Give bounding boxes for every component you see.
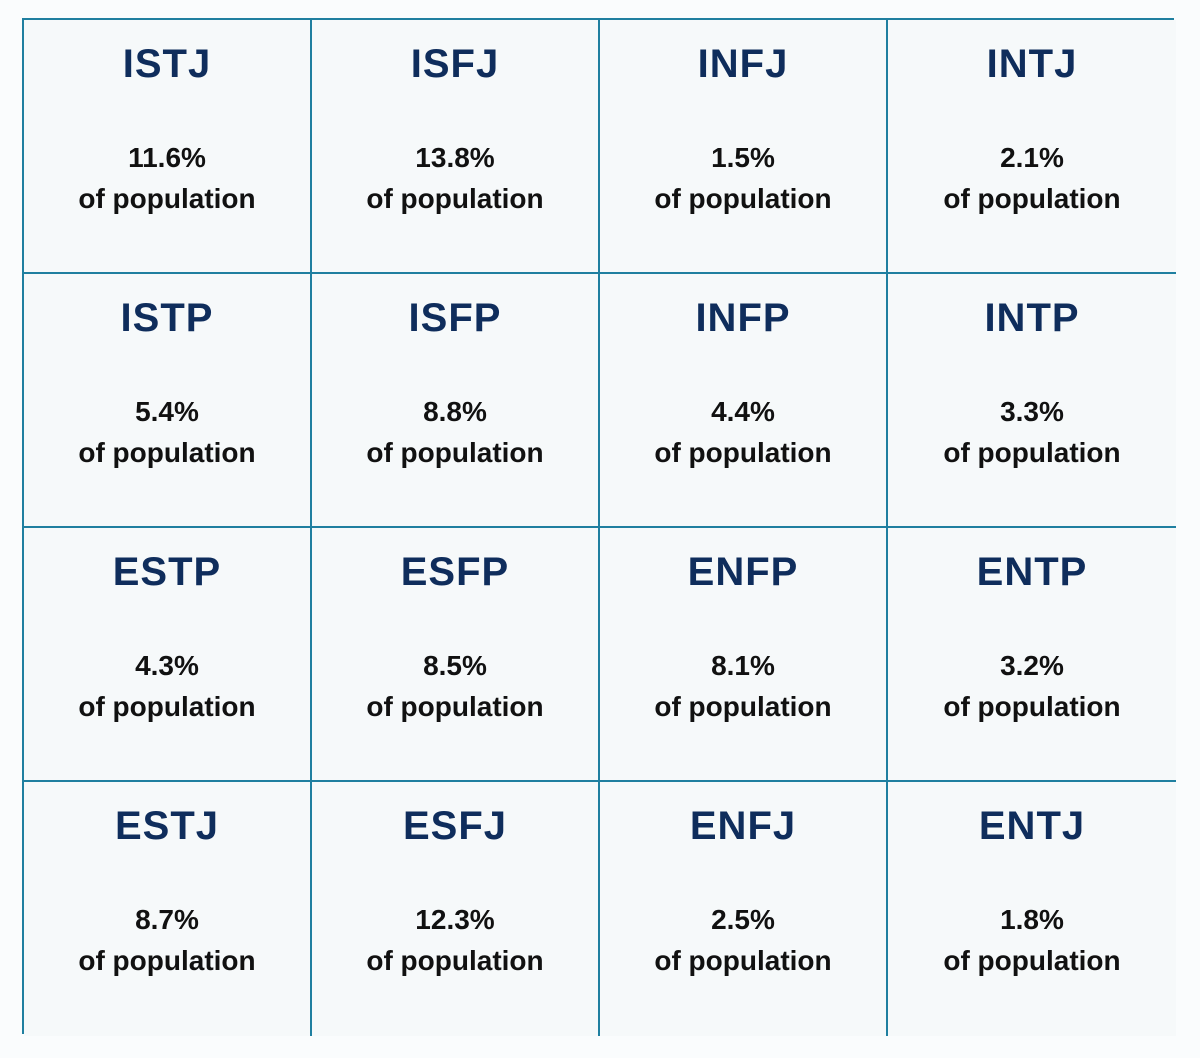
type-cell-istp: ISTP 5.4% of population — [24, 274, 312, 528]
type-percent: 4.4% — [711, 396, 775, 427]
type-cell-infj: INFJ 1.5% of population — [600, 20, 888, 274]
type-name: ESFJ — [402, 804, 508, 848]
type-name: ISFJ — [410, 42, 500, 86]
type-name: ISFP — [408, 296, 502, 340]
type-percent: 1.5% — [711, 142, 775, 173]
type-percent: 2.1% — [1000, 142, 1064, 173]
type-name: ENFP — [687, 550, 799, 594]
type-name: ESFP — [400, 550, 510, 594]
type-percent: 13.8% — [415, 142, 495, 173]
type-cell-entp: ENTP 3.2% of population — [888, 528, 1176, 782]
type-percent: 3.3% — [1000, 396, 1064, 427]
type-percent: 8.8% — [423, 396, 487, 427]
type-caption: of population — [366, 945, 544, 976]
type-cell-istj: ISTJ 11.6% of population — [24, 20, 312, 274]
type-cell-infp: INFP 4.4% of population — [600, 274, 888, 528]
type-cell-esfj: ESFJ 12.3% of population — [312, 782, 600, 1036]
type-name: INTP — [984, 296, 1080, 340]
type-caption: of population — [943, 437, 1121, 468]
type-name: ISTJ — [122, 42, 212, 86]
type-cell-isfj: ISFJ 13.8% of population — [312, 20, 600, 274]
type-caption: of population — [366, 691, 544, 722]
type-caption: of population — [654, 183, 832, 214]
personality-type-grid: ISTJ 11.6% of population ISFJ 13.8% of p… — [22, 18, 1176, 1036]
type-caption: of population — [78, 691, 256, 722]
type-caption: of population — [654, 437, 832, 468]
type-caption: of population — [366, 437, 544, 468]
type-percent: 8.7% — [135, 904, 199, 935]
type-name: INFJ — [697, 42, 789, 86]
type-caption: of population — [943, 691, 1121, 722]
type-cell-enfj: ENFJ 2.5% of population — [600, 782, 888, 1036]
type-percent: 4.3% — [135, 650, 199, 681]
type-cell-estj: ESTJ 8.7% of population — [24, 782, 312, 1036]
type-percent: 2.5% — [711, 904, 775, 935]
type-cell-enfp: ENFP 8.1% of population — [600, 528, 888, 782]
type-caption: of population — [654, 691, 832, 722]
type-percent: 5.4% — [135, 396, 199, 427]
type-cell-estp: ESTP 4.3% of population — [24, 528, 312, 782]
type-percent: 12.3% — [415, 904, 495, 935]
type-name: ENTJ — [978, 804, 1086, 848]
type-name: INFP — [695, 296, 791, 340]
type-caption: of population — [943, 183, 1121, 214]
type-cell-entj: ENTJ 1.8% of population — [888, 782, 1176, 1036]
type-cell-intj: INTJ 2.1% of population — [888, 20, 1176, 274]
type-percent: 11.6% — [128, 142, 206, 173]
type-cell-esfp: ESFP 8.5% of population — [312, 528, 600, 782]
type-name: ISTP — [120, 296, 214, 340]
type-caption: of population — [943, 945, 1121, 976]
type-percent: 1.8% — [1000, 904, 1064, 935]
type-caption: of population — [78, 945, 256, 976]
type-name: ENTP — [976, 550, 1088, 594]
type-cell-intp: INTP 3.3% of population — [888, 274, 1176, 528]
type-caption: of population — [654, 945, 832, 976]
type-name: INTJ — [986, 42, 1078, 86]
type-percent: 8.5% — [423, 650, 487, 681]
type-caption: of population — [78, 437, 256, 468]
type-name: ESTJ — [114, 804, 220, 848]
type-percent: 3.2% — [1000, 650, 1064, 681]
type-percent: 8.1% — [711, 650, 775, 681]
type-name: ESTP — [112, 550, 222, 594]
type-caption: of population — [78, 183, 256, 214]
type-cell-isfp: ISFP 8.8% of population — [312, 274, 600, 528]
type-caption: of population — [366, 183, 544, 214]
type-name: ENFJ — [689, 804, 797, 848]
